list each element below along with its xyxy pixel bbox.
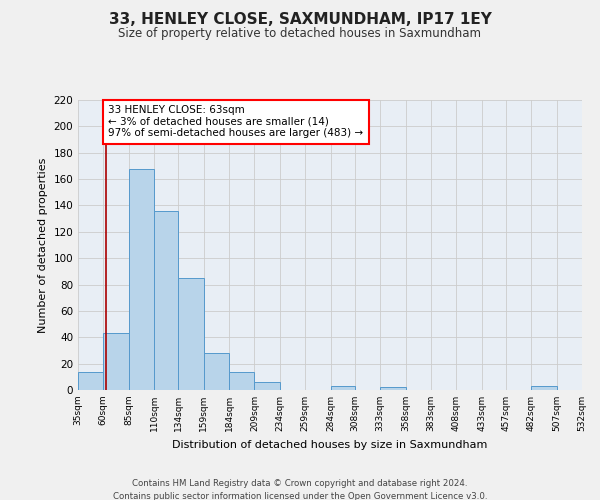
X-axis label: Distribution of detached houses by size in Saxmundham: Distribution of detached houses by size … [172, 440, 488, 450]
Text: Contains public sector information licensed under the Open Government Licence v3: Contains public sector information licen… [113, 492, 487, 500]
Text: 33, HENLEY CLOSE, SAXMUNDHAM, IP17 1EY: 33, HENLEY CLOSE, SAXMUNDHAM, IP17 1EY [109, 12, 491, 28]
Bar [254, 382, 280, 390]
Bar [331, 386, 355, 390]
Text: 33 HENLEY CLOSE: 63sqm
← 3% of detached houses are smaller (14)
97% of semi-deta: 33 HENLEY CLOSE: 63sqm ← 3% of detached … [109, 106, 364, 138]
Bar [531, 386, 557, 390]
Bar [380, 388, 406, 390]
Bar [78, 372, 103, 390]
Text: Contains HM Land Registry data © Crown copyright and database right 2024.: Contains HM Land Registry data © Crown c… [132, 479, 468, 488]
Bar [229, 372, 254, 390]
Bar [204, 353, 229, 390]
Bar [178, 278, 204, 390]
Bar [154, 210, 178, 390]
Bar [103, 334, 129, 390]
Y-axis label: Number of detached properties: Number of detached properties [38, 158, 48, 332]
Bar [129, 168, 154, 390]
Text: Size of property relative to detached houses in Saxmundham: Size of property relative to detached ho… [119, 28, 482, 40]
